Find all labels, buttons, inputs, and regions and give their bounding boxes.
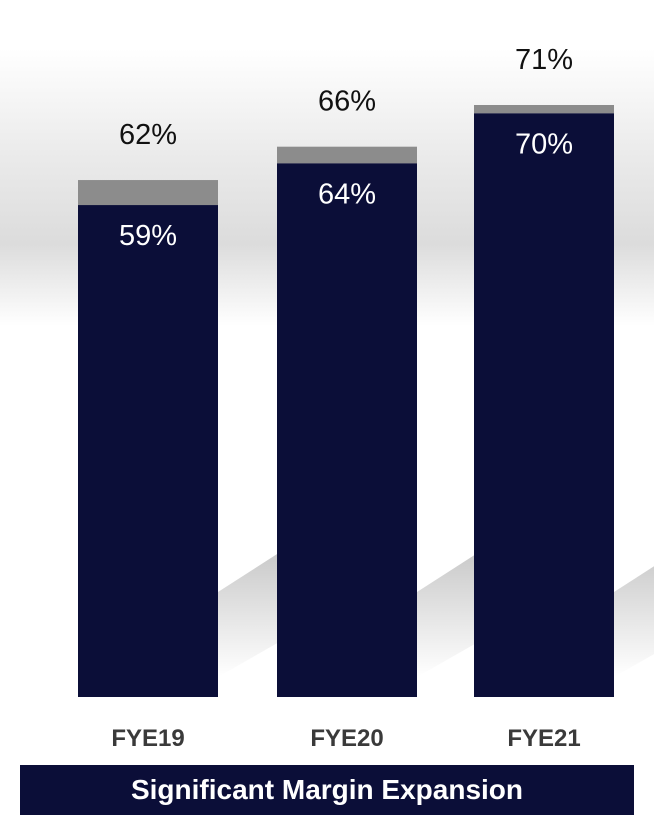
x-tick-label: FYE20 [310, 725, 383, 752]
x-tick-label: FYE21 [507, 725, 580, 752]
bar-shadows [218, 547, 654, 677]
bar-increment-fye19 [78, 180, 218, 206]
bar-increment-fye20 [277, 146, 417, 164]
x-tick-label: FYE19 [111, 725, 184, 752]
bar-increment-fye21 [474, 105, 614, 114]
labels-group: 62% 59% FYE19 66% 64% FYE20 71% 70% FYE21 [111, 44, 580, 752]
bar-value-label: 70% [515, 128, 573, 160]
bar-base-fye19 [78, 205, 218, 697]
bar-shadow [417, 547, 487, 677]
summary-banner: Significant Margin Expansion [20, 765, 634, 815]
bar-base-fye20 [277, 163, 417, 697]
bar-value-label: 64% [318, 178, 376, 210]
bar-total-label: 71% [515, 44, 573, 76]
bar-value-label: 59% [119, 220, 177, 252]
bar-shadow [614, 566, 654, 677]
bar-total-label: 66% [318, 86, 376, 118]
bar-shadow [218, 547, 288, 677]
bars-group [78, 105, 614, 698]
bar-base-fye21 [474, 113, 614, 698]
bar-total-label: 62% [119, 119, 177, 151]
